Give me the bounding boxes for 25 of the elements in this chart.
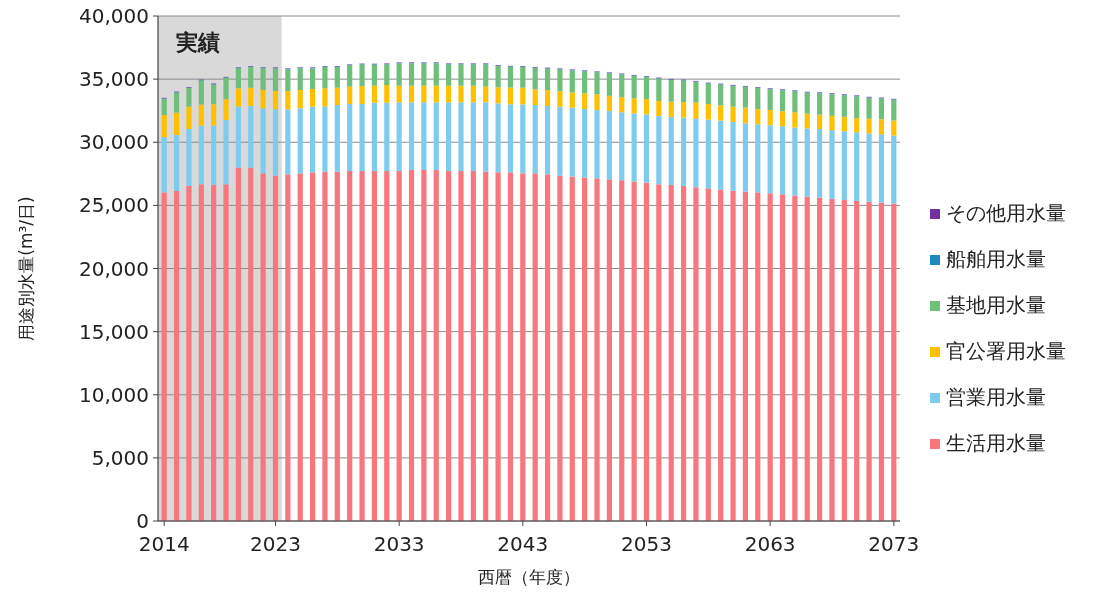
x-tick-label: 2033 [373,532,425,556]
x-tick-label: 2014 [138,532,190,556]
legend-label: 生活用水量 [946,431,1046,455]
y-tick-label: 30,000 [79,130,149,155]
band-label: 実績 [175,30,220,55]
y-tick-label: 20,000 [79,256,149,281]
legend-label: 営業用水量 [946,385,1046,409]
legend-label: その他用水量 [946,201,1066,225]
x-axis-title: 西暦（年度） [478,567,580,587]
y-tick-label: 10,000 [79,382,149,407]
legend-label: 基地用水量 [946,293,1046,317]
y-tick-label: 0 [136,509,149,533]
y-tick-label: 40,000 [79,4,149,28]
legend-label: 官公署用水量 [946,339,1066,363]
y-tick-label: 5,000 [91,445,149,470]
legend-label: 船舶用水量 [946,247,1046,271]
x-tick-label: 2053 [621,532,672,556]
x-tick-label: 2063 [744,532,796,556]
y-tick-label: 25,000 [79,193,149,218]
x-tick-label: 2043 [497,532,549,556]
x-tick-label: 2073 [868,532,920,556]
y-tick-label: 35,000 [79,67,149,92]
x-tick-label: 2023 [250,532,301,556]
y-tick-label: 15,000 [79,319,149,344]
y-axis-title: 用途別水量(m³/日) [16,196,36,341]
